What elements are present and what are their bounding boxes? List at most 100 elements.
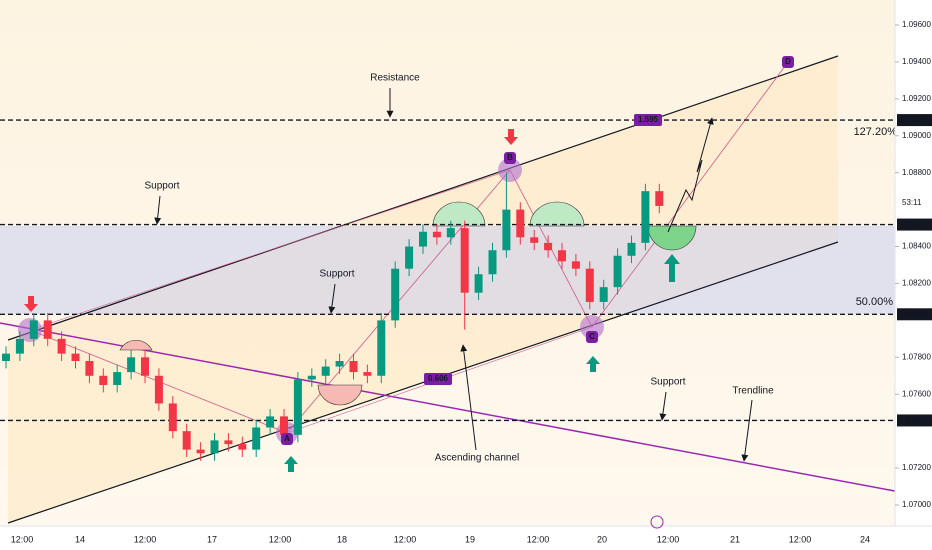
level-label: 1.08033: [900, 309, 929, 318]
candle-body: [391, 268, 400, 321]
candle-body: [321, 366, 330, 376]
candle-body: [446, 228, 455, 238]
channel-lower: [7, 241, 839, 524]
y-tick-label: 1.08200: [902, 279, 931, 288]
event-icon: [650, 515, 664, 529]
candle-body: [85, 361, 94, 376]
badge: [634, 114, 662, 126]
candle-body: [432, 231, 441, 238]
annotation: 127.20%: [854, 126, 898, 138]
annotation: 1.595: [638, 115, 659, 124]
x-tick-label: 14: [75, 534, 85, 544]
x-tick-label: 20: [597, 534, 607, 544]
arrow: [460, 344, 477, 451]
annotation: 50.00%: [856, 296, 894, 308]
candle-body: [474, 274, 483, 293]
annotation: Support: [650, 377, 685, 388]
annotation: Support: [144, 181, 179, 192]
y-tick-label: 1.07800: [902, 352, 931, 361]
arc: [432, 201, 486, 227]
arrow: [328, 283, 336, 314]
candle-body: [585, 268, 594, 302]
x-tick-label: 12:00: [394, 534, 417, 544]
candle-body: [571, 261, 580, 269]
x-tick-label: 12:00: [134, 534, 157, 544]
x-tick-label: 12:00: [11, 534, 34, 544]
candle-body: [307, 375, 316, 380]
candle-body: [224, 440, 233, 445]
x-tick-label: 18: [337, 534, 347, 544]
y-tick-label: 1.07200: [902, 463, 931, 472]
badge: [504, 152, 516, 164]
x-tick-label: 12:00: [789, 534, 812, 544]
down-arrow: [504, 129, 518, 145]
up-arrow: [664, 254, 680, 282]
candle-body: [71, 353, 80, 361]
candle-body: [655, 191, 664, 206]
badge: [281, 433, 293, 445]
candle-body: [266, 416, 275, 428]
y-tick-label: 1.09600: [902, 20, 931, 29]
level-badge: [897, 414, 932, 427]
arrow: [741, 399, 753, 462]
candle-body: [43, 320, 52, 339]
candle-body: [613, 255, 622, 288]
up-arrow: [586, 356, 600, 372]
y-tick-label: 1.08400: [902, 242, 931, 251]
channel-upper: [7, 55, 839, 341]
candle-body: [113, 372, 122, 385]
annotation: B: [507, 153, 513, 162]
badge: [424, 373, 452, 385]
arrow: [659, 391, 667, 421]
annotation: A: [284, 434, 290, 443]
candle-body: [99, 375, 108, 385]
candle-body: [182, 431, 191, 450]
candle-body: [127, 357, 136, 373]
level-label: 1.08519: [900, 220, 929, 229]
pivot: [498, 158, 522, 182]
pattern-leg: [29, 169, 511, 331]
candle-body: [168, 403, 177, 432]
candle-body: [558, 250, 566, 262]
annotation: Resistance: [370, 73, 420, 84]
candle-body: [641, 191, 650, 243]
candle-body: [196, 449, 205, 454]
price-axis: [895, 0, 932, 550]
down-arrow: [24, 296, 38, 312]
arc: [529, 201, 585, 227]
arc: [647, 225, 697, 251]
y-tick-label: 1.07600: [902, 389, 931, 398]
candle-body: [57, 338, 66, 354]
up-arrow: [284, 456, 298, 472]
candle-body: [405, 246, 414, 269]
annotation: Ascending channel: [435, 453, 520, 464]
x-tick-label: 12:00: [657, 534, 680, 544]
arrow: [154, 195, 162, 225]
annotation: D: [785, 57, 791, 66]
y-tick-label: 1.09000: [902, 131, 931, 140]
trendline: [0, 322, 901, 493]
candle-body: [15, 338, 24, 354]
annotation: Trendline: [732, 386, 774, 397]
y-tick-label: 1.09200: [902, 94, 931, 103]
candle-body: [502, 209, 511, 251]
candle-body: [516, 209, 525, 238]
candle-body: [280, 416, 288, 435]
annotation: 0.606: [428, 374, 449, 383]
fib-zone: [0, 226, 895, 314]
annotation: C: [589, 332, 595, 341]
projection: [667, 117, 714, 233]
candle-body: [141, 357, 149, 376]
arc: [119, 339, 153, 351]
level-badge: [897, 218, 932, 231]
candle-body: [154, 375, 163, 404]
x-tick-label: 24: [860, 534, 870, 544]
annotation: Support: [319, 269, 354, 280]
badge: [782, 56, 794, 68]
candle-body: [335, 361, 344, 367]
level-label: 1.09085: [900, 115, 929, 124]
candle-body: [544, 242, 553, 251]
level-badge: [897, 308, 932, 321]
pivot: [580, 315, 604, 339]
x-tick-label: 12:00: [527, 534, 550, 544]
